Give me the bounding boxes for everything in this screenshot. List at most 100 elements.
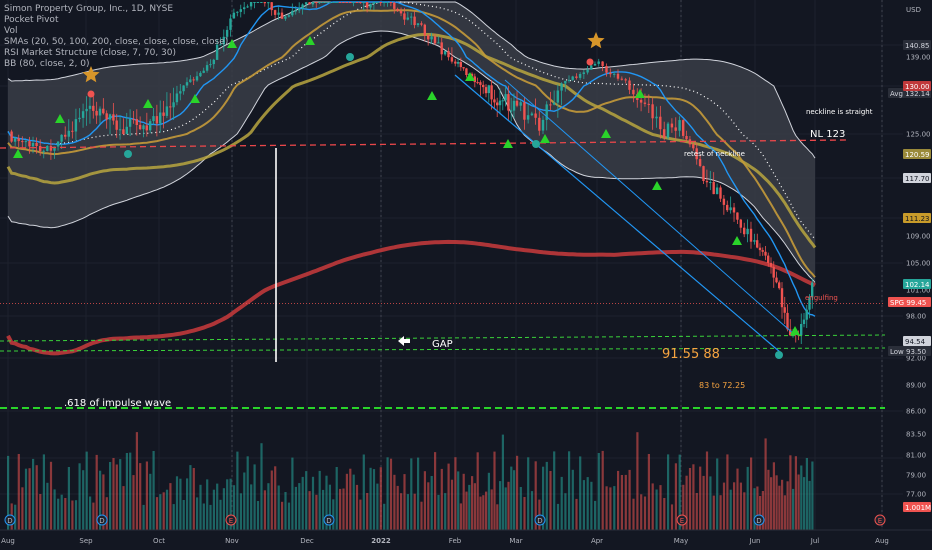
event-marker-label: D (326, 517, 331, 525)
candle-body (24, 141, 28, 143)
candle-body (345, 2, 348, 3)
volume-bar (376, 483, 379, 530)
volume-bar (129, 452, 132, 530)
candle-body (239, 9, 242, 12)
volume-bar (670, 504, 674, 530)
candle-body (613, 73, 616, 75)
volume-bar (471, 476, 474, 530)
candle-body (515, 100, 519, 106)
bb-basis (7, 1, 816, 240)
dividend-icon (323, 514, 335, 526)
candle-body (142, 125, 145, 130)
volume-bar (620, 475, 623, 530)
candle-body (263, 2, 266, 4)
candle-body (155, 116, 159, 124)
volume-bar (109, 462, 112, 530)
candle-body (519, 102, 522, 106)
candle-body (590, 65, 593, 70)
volume-bar (459, 503, 462, 530)
volume-bar (349, 468, 352, 530)
candle-body (571, 76, 574, 80)
signal-triangle (635, 89, 645, 98)
volume-bar (667, 454, 670, 530)
volume-bar (753, 488, 756, 530)
price-label-bg (903, 279, 931, 289)
volume-bar (775, 475, 778, 530)
candle-body (359, 2, 362, 3)
candle-body (666, 123, 670, 138)
chart-annotations: neckline is straight NL 123 retest of neck… (64, 108, 873, 409)
candle-body (628, 80, 631, 90)
candle-body (195, 76, 199, 81)
time-axis-bg (0, 530, 932, 550)
volume-bar (67, 467, 70, 530)
arrow-left-icon (398, 336, 410, 346)
candle-body (152, 116, 155, 122)
volume-bar (719, 495, 722, 530)
candle-body (753, 240, 756, 242)
volume-bar (564, 493, 567, 530)
candle-body (567, 79, 571, 81)
volume-bar (32, 458, 35, 530)
time-tick: Dec (300, 537, 314, 545)
volume-bar (35, 465, 38, 530)
volume-bar (389, 458, 393, 530)
candle-body (108, 114, 112, 120)
price-tick: 83.50 (906, 431, 926, 439)
candle-body (651, 104, 654, 119)
candle-body (225, 29, 229, 37)
volume-bar (202, 503, 205, 530)
volume-bar (510, 466, 513, 530)
price-label: 111.23 (905, 215, 930, 223)
volume-bar (85, 451, 88, 530)
candle-body (487, 85, 490, 94)
volume-bar (571, 469, 574, 530)
candle-body (338, 2, 342, 3)
candle-body (112, 114, 115, 121)
candle-body (64, 134, 67, 137)
signal-triangle (540, 134, 550, 143)
candle-body (709, 182, 712, 183)
volume-bar (132, 475, 135, 530)
candle-body (420, 23, 423, 25)
candle-body (192, 79, 195, 81)
candle-body (490, 85, 493, 100)
trendline-2 (504, 79, 796, 336)
candle-body (783, 307, 786, 313)
volume-bar (746, 466, 749, 530)
price-label: 140.85 (905, 42, 930, 50)
candle-body (802, 319, 806, 324)
volume-bar (688, 468, 692, 530)
volume-bar (119, 459, 122, 530)
candle-body (294, 10, 297, 12)
volume-bar (759, 496, 762, 530)
candle-body (534, 113, 537, 118)
annotation-range: 83 to 72.25 (699, 381, 745, 390)
volume-bar (82, 470, 85, 530)
volume-bar (805, 458, 808, 530)
candle-body (393, 2, 396, 9)
price-label-bg (903, 502, 931, 512)
signal-triangle (503, 139, 513, 148)
volume-bar (702, 475, 705, 530)
candle-body (413, 16, 416, 26)
volume-bar (560, 476, 563, 530)
volume-bar (808, 480, 811, 530)
volume-bar (142, 504, 145, 530)
volume-bar (155, 497, 159, 530)
candle-body (484, 87, 488, 94)
volume-bar (165, 489, 169, 530)
candle-body (462, 67, 465, 69)
candle-body (541, 119, 545, 131)
candle-body (496, 102, 499, 106)
candle-body (719, 187, 722, 199)
candle-body (219, 44, 222, 46)
candle-body (60, 134, 63, 142)
volume-bar (640, 494, 643, 530)
volume-bar (413, 493, 416, 530)
candle-body (379, 2, 382, 3)
volume-bar (605, 486, 608, 530)
volume-bar (783, 495, 786, 530)
volume-bar (628, 469, 631, 530)
